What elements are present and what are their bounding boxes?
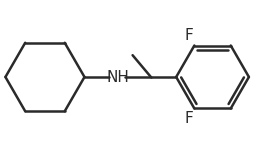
Text: F: F: [184, 28, 193, 43]
Text: F: F: [184, 111, 193, 126]
Text: NH: NH: [106, 69, 129, 85]
